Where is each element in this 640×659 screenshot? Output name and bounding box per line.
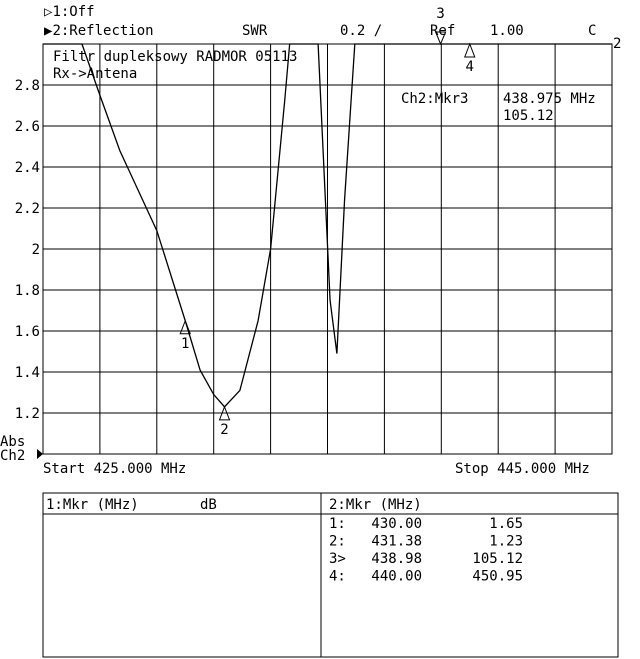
channel1-status[interactable]: ▷1:Off xyxy=(44,4,95,20)
marker-row-value: 1.23 xyxy=(489,534,523,550)
marker-1-icon[interactable] xyxy=(179,319,191,335)
reference-pointer-icon xyxy=(37,449,43,459)
active-marker-freq: 438.975 MHz xyxy=(503,91,596,107)
marker-3-label: 3 xyxy=(436,6,444,22)
right-table-header: 2:Mkr (MHz) xyxy=(329,497,422,513)
start-frequency[interactable]: Start 425.000 MHz xyxy=(43,461,186,477)
marker-row-id: 4: xyxy=(329,569,346,585)
y-tick-label: 1.2 xyxy=(15,406,40,422)
stop-frequency[interactable]: Stop 445.000 MHz xyxy=(455,461,590,477)
channel-number: 2 xyxy=(613,36,621,52)
ref-value: 1.00 xyxy=(490,23,524,39)
marker-row-value: 1.65 xyxy=(489,516,523,532)
active-marker-value: 105.12 xyxy=(503,108,554,124)
marker-2-icon[interactable] xyxy=(218,405,231,421)
marker-1-label: 1 xyxy=(181,336,189,352)
marker-row-freq: 430.00 xyxy=(371,516,422,532)
marker-4-icon[interactable] xyxy=(464,42,476,58)
marker-row-value: 105.12 xyxy=(472,551,523,567)
format-label: SWR xyxy=(242,23,268,39)
marker-2-label: 2 xyxy=(220,422,228,438)
title-line-2: Rx->Antena xyxy=(53,66,137,82)
channel2-status[interactable]: ▶2:Reflection xyxy=(44,23,154,39)
marker-row-freq: 431.38 xyxy=(371,534,422,550)
y-tick-labels: 2.8 2.6 2.4 2.2 2 1.8 1.6 1.4 1.2 xyxy=(15,78,40,422)
active-marker-label: Ch2:Mkr3 xyxy=(401,91,468,107)
y-tick-label: 2.8 xyxy=(15,78,40,94)
y-tick-label: 1.4 xyxy=(15,365,40,381)
scale-label: 0.2 / xyxy=(340,23,382,39)
y-tick-label: 2 xyxy=(32,242,40,258)
mode-label: C xyxy=(588,23,596,39)
abs-label: Abs xyxy=(0,434,25,450)
marker-table: 1:Mkr (MHz) dB 2:Mkr (MHz) 1: 430.00 1.65 2… xyxy=(42,492,619,658)
marker-row-value: 450.95 xyxy=(472,569,523,585)
ref-label: Ref xyxy=(430,23,455,39)
plot-grid xyxy=(42,43,613,455)
marker-row-freq: 440.00 xyxy=(371,569,422,585)
markers: 1 2 3 4 xyxy=(179,6,476,438)
y-tick-label: 2.6 xyxy=(15,119,40,135)
title-line-1: Filtr dupleksowy RADMOR 05113 xyxy=(53,49,297,65)
y-tick-label: 2.2 xyxy=(15,201,40,217)
y-tick-label: 1.8 xyxy=(15,283,40,299)
marker-row-id: 2: xyxy=(329,534,346,550)
y-tick-label: 2.4 xyxy=(15,160,40,176)
marker-row-id: 3> xyxy=(329,551,346,567)
ch-label: Ch2 xyxy=(0,448,25,464)
left-table-unit: dB xyxy=(200,497,217,513)
y-tick-label: 1.6 xyxy=(15,324,40,340)
marker-3-icon[interactable] xyxy=(434,31,447,46)
marker-row-id: 1: xyxy=(329,516,346,532)
marker-row-freq: 438.98 xyxy=(371,551,422,567)
marker-4-label: 4 xyxy=(466,59,474,75)
swr-trace xyxy=(43,43,612,408)
left-table-header: 1:Mkr (MHz) xyxy=(46,497,139,513)
